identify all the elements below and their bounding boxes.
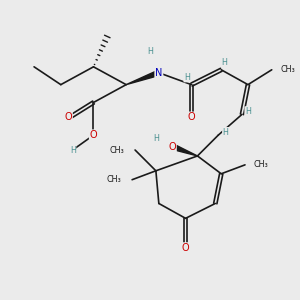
Text: H: H <box>70 146 76 154</box>
Text: H: H <box>153 134 159 142</box>
Text: H: H <box>223 128 229 137</box>
Text: O: O <box>90 130 97 140</box>
Text: O: O <box>188 112 195 122</box>
Text: O: O <box>64 112 72 122</box>
Text: H: H <box>245 107 251 116</box>
Text: H: H <box>147 47 153 56</box>
Polygon shape <box>173 145 197 156</box>
Text: CH₃: CH₃ <box>107 175 122 184</box>
Text: CH₃: CH₃ <box>280 65 296 74</box>
Text: O: O <box>168 142 176 152</box>
Polygon shape <box>126 70 160 85</box>
Text: N: N <box>155 68 163 78</box>
Text: O: O <box>182 243 189 253</box>
Text: H: H <box>184 73 190 82</box>
Text: CH₃: CH₃ <box>110 146 125 154</box>
Text: H: H <box>221 58 227 67</box>
Text: CH₃: CH₃ <box>254 160 269 169</box>
